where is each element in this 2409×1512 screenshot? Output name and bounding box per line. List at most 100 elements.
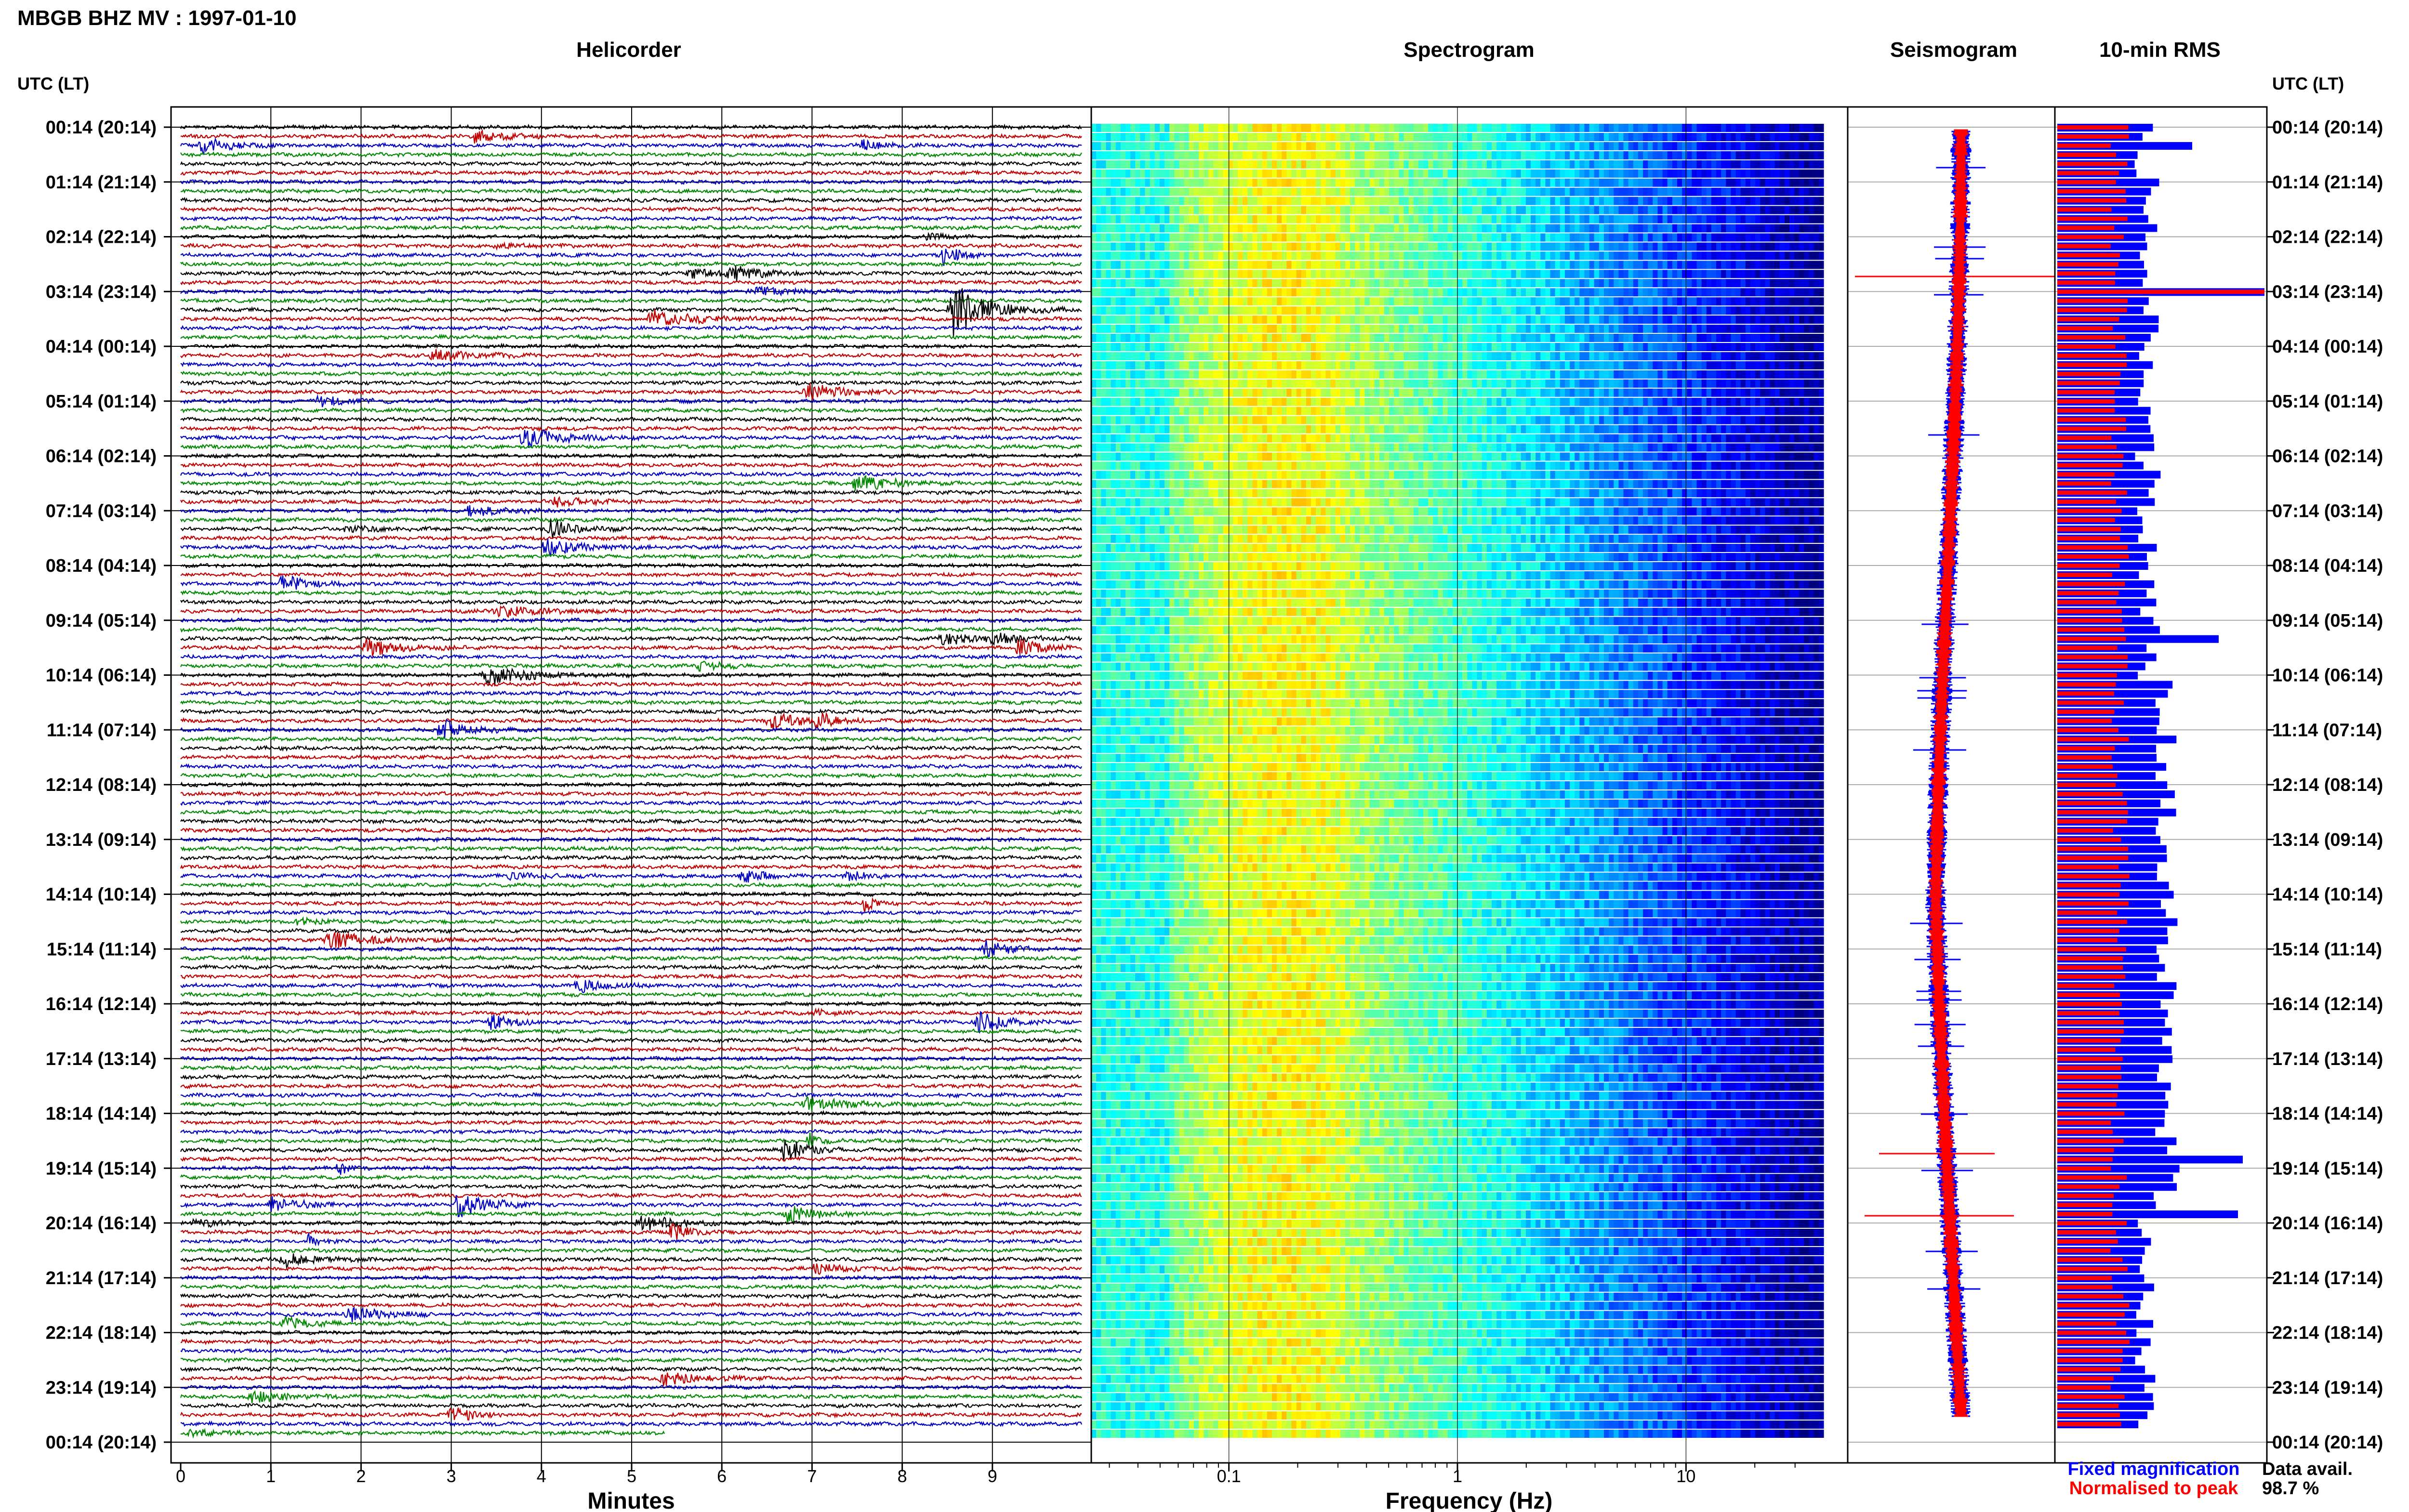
rms-bar-normalised	[2057, 1011, 2119, 1015]
hour-label-right: 15:14 (11:14)	[2272, 939, 2382, 960]
hour-label-left: 00:14 (20:14)	[46, 1433, 157, 1453]
rms-bar-normalised	[2057, 618, 2122, 623]
rms-bar-normalised	[2057, 737, 2129, 741]
data-avail-value: 98.7 %	[2262, 1478, 2319, 1499]
rms-bar-normalised	[2057, 819, 2127, 824]
rms-bar-normalised	[2057, 289, 2264, 294]
rms-bar-normalised	[2057, 1166, 2111, 1170]
hour-label-left: 13:14 (09:14)	[46, 830, 157, 850]
rms-bar-normalised	[2057, 710, 2114, 714]
seismogram-title: Seismogram	[1890, 38, 2017, 62]
rms-bar-normalised	[2057, 217, 2128, 221]
rms-bar-normalised	[2057, 1020, 2124, 1025]
seismic-figure: MBGB BHZ MV : 1997-01-10 Helicorder Spec…	[0, 0, 2409, 1512]
rms-bar-normalised	[2057, 162, 2127, 166]
hour-label-right: 18:14 (14:14)	[2272, 1104, 2383, 1124]
rms-bar-normalised	[2057, 226, 2114, 230]
rms-bar-normalised	[2057, 700, 2124, 705]
helicorder-x-tick-label: 9	[988, 1466, 997, 1486]
rms-panel	[2055, 107, 2267, 1463]
rms-bar-normalised	[2057, 1048, 2116, 1052]
rms-bar-normalised	[2057, 691, 2114, 696]
hour-label-right: 13:14 (09:14)	[2272, 830, 2383, 850]
hour-label-left: 20:14 (16:14)	[46, 1213, 157, 1234]
rms-bar-normalised	[2057, 1258, 2123, 1262]
rms-bar-normalised	[2057, 1148, 2114, 1152]
rms-bar-normalised	[2057, 1194, 2114, 1198]
rms-bar-normalised	[2057, 280, 2115, 285]
helicorder-x-tick-label: 0	[176, 1466, 185, 1486]
legend-normalised: Normalised to peak	[2069, 1478, 2238, 1499]
rms-bar-normalised	[2057, 509, 2122, 513]
hour-label-left: 21:14 (17:14)	[46, 1268, 157, 1288]
spectrogram-x-ticks: 0.1 1 10	[1110, 1463, 1795, 1486]
rms-bar-normalised	[2057, 1212, 2113, 1216]
rms-bar-normalised	[2057, 947, 2126, 951]
rms-bar-normalised	[2057, 609, 2122, 614]
rms-bar-normalised	[2057, 208, 2112, 212]
hour-label-right: 09:14 (05:14)	[2272, 611, 2383, 631]
figure-title: MBGB BHZ MV : 1997-01-10	[17, 6, 296, 30]
hour-label-right: 23:14 (19:14)	[2272, 1378, 2383, 1398]
rms-bar-normalised	[2057, 974, 2125, 979]
rms-bar-normalised	[2057, 180, 2116, 184]
hour-labels-left: 00:14 (20:14)01:14 (21:14)02:14 (22:14)0…	[46, 118, 171, 1453]
hour-label-right: 00:14 (20:14)	[2272, 1433, 2383, 1453]
time-axis-label-right: UTC (LT)	[2272, 74, 2344, 93]
hour-label-left: 00:14 (20:14)	[46, 118, 157, 138]
rms-bar-normalised	[2057, 910, 2117, 915]
rms-bar-normalised	[2057, 490, 2127, 495]
rms-bar-normalised	[2057, 153, 2116, 157]
hour-label-left: 17:14 (13:14)	[46, 1049, 157, 1069]
rms-bar-normalised	[2057, 728, 2118, 732]
rms-bar-normalised	[2057, 1349, 2123, 1353]
hour-label-right: 07:14 (03:14)	[2272, 501, 2383, 521]
rms-bar-normalised	[2057, 1358, 2123, 1362]
helicorder-x-tick-label: 6	[717, 1466, 727, 1486]
helicorder-x-tick-label: 4	[537, 1466, 546, 1486]
hour-label-left: 06:14 (02:14)	[46, 447, 157, 467]
rms-bar-normalised	[2057, 189, 2126, 194]
hour-label-right: 02:14 (22:14)	[2272, 227, 2383, 248]
rms-bar-normalised	[2057, 262, 2118, 266]
helicorder-x-tick-label: 3	[447, 1466, 456, 1486]
rms-bar-normalised	[2057, 646, 2118, 650]
rms-bar-normalised	[2057, 500, 2116, 504]
hour-label-right: 21:14 (17:14)	[2272, 1268, 2383, 1288]
spectrogram-title: Spectrogram	[1403, 38, 1534, 62]
rms-bar-normalised	[2057, 1130, 2113, 1134]
hour-label-left: 19:14 (15:14)	[46, 1158, 157, 1179]
rms-bar-normalised	[2057, 1313, 2125, 1317]
rms-bar-normalised	[2057, 1376, 2114, 1381]
hour-label-left: 04:14 (00:14)	[46, 337, 157, 357]
rms-bar-normalised	[2057, 408, 2115, 413]
rms-bar-normalised	[2057, 1103, 2117, 1107]
rms-bar-normalised	[2057, 554, 2129, 559]
hour-label-right: 22:14 (18:14)	[2272, 1323, 2383, 1343]
rms-bar-normalised	[2057, 600, 2116, 605]
hour-label-left: 23:14 (19:14)	[46, 1378, 157, 1398]
rms-bar-normalised	[2057, 1121, 2111, 1125]
rms-bar-normalised	[2057, 344, 2116, 349]
seismogram-panel	[1848, 107, 2055, 1463]
hour-label-left: 07:14 (03:14)	[46, 501, 157, 521]
rms-bar-normalised	[2057, 1413, 2120, 1417]
rms-bar-normalised	[2057, 810, 2128, 815]
rms-bar-normalised	[2057, 1075, 2121, 1079]
hour-labels-right: 00:14 (20:14)01:14 (21:14)02:14 (22:14)0…	[2267, 118, 2383, 1453]
rms-bar-normalised	[2057, 445, 2117, 449]
rms-bar-normalised	[2057, 591, 2118, 595]
rms-bar-normalised	[2057, 1093, 2118, 1098]
helicorder-x-tick-label: 5	[627, 1466, 636, 1486]
spectrogram-x-label: Frequency (Hz)	[1386, 1488, 1553, 1512]
hour-label-left: 10:14 (06:14)	[46, 666, 157, 686]
hour-label-left: 14:14 (10:14)	[46, 885, 157, 905]
rms-bar-normalised	[2057, 363, 2127, 367]
rms-bar-normalised	[2057, 271, 2115, 276]
helicorder-x-tick-label: 7	[807, 1466, 817, 1486]
rms-bar-normalised	[2057, 965, 2123, 970]
rms-bar-normalised	[2057, 372, 2120, 376]
rms-bar-normalised	[2057, 1029, 2124, 1034]
rms-bar-normalised	[2057, 1367, 2120, 1371]
hour-label-left: 22:14 (18:14)	[46, 1323, 157, 1343]
